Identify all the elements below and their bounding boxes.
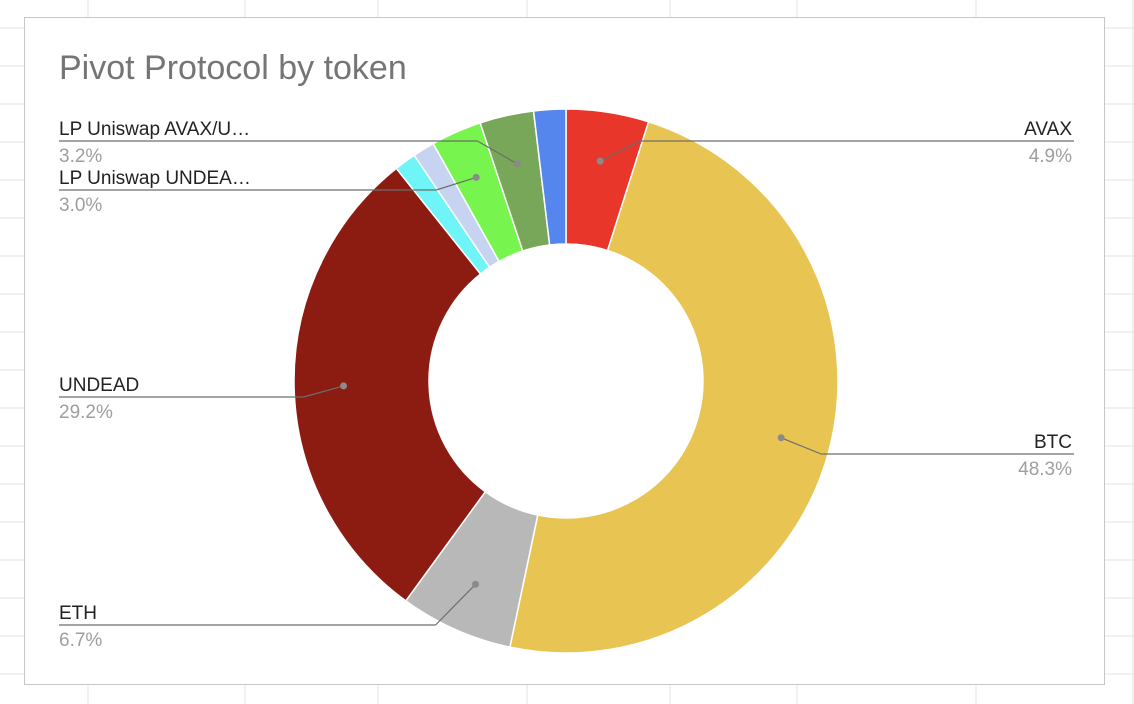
leader-dot-btc (777, 434, 785, 442)
slices-layer (293, 108, 839, 654)
slice-btc[interactable] (509, 120, 839, 654)
leader-line-connector-lp-uniswap-avax-u (477, 140, 518, 165)
leader-dot-undead (340, 382, 348, 390)
leader-dot-lp-uniswap-avax-u (513, 160, 521, 168)
leader-dot-eth (472, 580, 480, 588)
slice-unlabeled-8[interactable] (532, 108, 567, 246)
leader-line-connector-avax (599, 140, 641, 162)
slice-percent-lp-uniswap-undea: 3.0% (59, 195, 102, 216)
chart-card[interactable]: Pivot Protocol by token AVAX 4.9% BTC 48.3%… (24, 17, 1105, 685)
donut-chart: Pivot Protocol by token AVAX 4.9% BTC 48.3%… (59, 49, 1074, 654)
leader-line-connector-eth (435, 583, 476, 626)
slice-percent-btc: 48.3% (1018, 459, 1072, 480)
slice-percent-undead: 29.2% (59, 402, 113, 423)
slice-percent-lp-uniswap-avax-u: 3.2% (59, 146, 102, 167)
slice-percent-avax: 4.9% (1029, 146, 1072, 167)
slice-label-btc: BTC (1034, 432, 1072, 453)
leader-dot-avax (596, 157, 604, 165)
leader-dot-lp-uniswap-undea (472, 173, 480, 181)
slice-label-eth: ETH (59, 603, 97, 624)
leader-line-connector-undead (303, 385, 344, 398)
slice-label-avax: AVAX (1024, 119, 1072, 140)
labels-layer: AVAX 4.9% BTC 48.3% ETH 6.7% UNDEAD 29.2% LP Uni… (59, 119, 1074, 651)
leader-line-connector-lp-uniswap-undea (436, 176, 477, 191)
leader-line-connector-btc (780, 437, 822, 455)
slice-label-lp-uniswap-avax-u: LP Uniswap AVAX/U… (59, 119, 250, 140)
chart-title: Pivot Protocol by token (59, 49, 407, 87)
slice-label-lp-uniswap-undea: LP Uniswap UNDEA… (59, 168, 251, 189)
slice-percent-eth: 6.7% (59, 630, 102, 651)
slice-label-undead: UNDEAD (59, 375, 139, 396)
slice-undead[interactable] (293, 167, 487, 602)
